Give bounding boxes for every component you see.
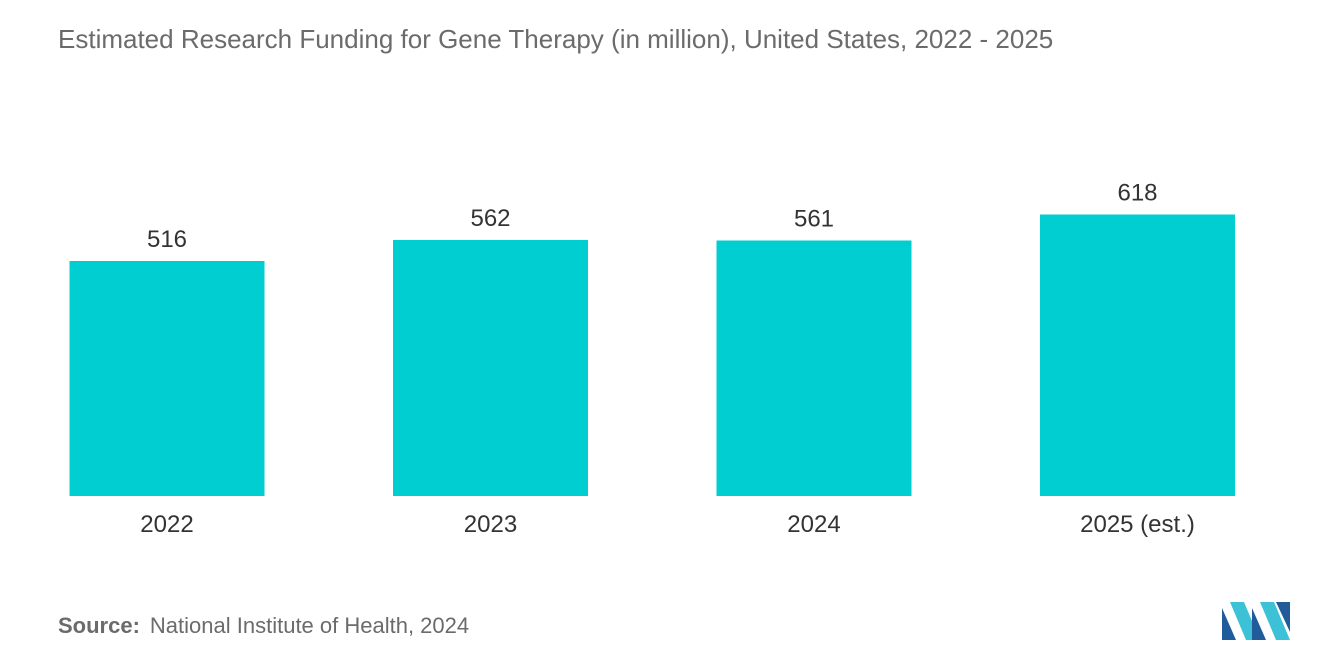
bar-3 [1040, 214, 1235, 496]
data-label-3: 618 [1117, 180, 1157, 207]
data-label-2: 561 [794, 206, 834, 233]
x-tick-label-0: 2022 [140, 511, 193, 538]
mordor-intelligence-logo-icon [1222, 602, 1290, 640]
bar-0 [69, 261, 265, 496]
source-note: Source: National Institute of Health, 202… [58, 613, 469, 639]
source-label: Source: [58, 613, 140, 638]
data-label-0: 516 [147, 226, 187, 253]
data-label-1: 562 [470, 205, 510, 232]
chart-title: Estimated Research Funding for Gene Ther… [58, 24, 1054, 54]
bar-2 [716, 240, 912, 496]
x-tick-label-1: 2023 [464, 511, 517, 538]
x-tick-label-2: 2024 [787, 511, 840, 538]
x-tick-label-3: 2025 (est.) [1080, 511, 1195, 538]
bar-1 [393, 240, 588, 496]
source-text: National Institute of Health, 2024 [149, 613, 470, 638]
